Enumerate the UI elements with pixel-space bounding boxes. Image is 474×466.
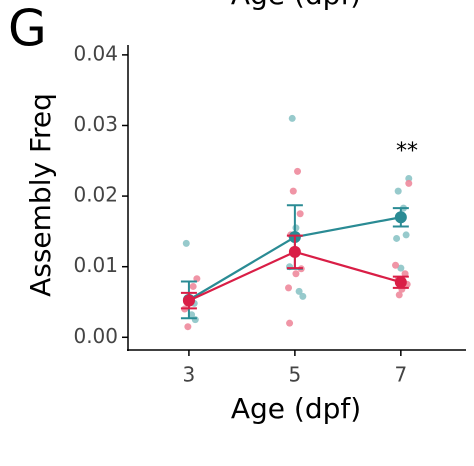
- data-point: [394, 187, 402, 195]
- data-point: [296, 210, 304, 218]
- panel-label: G: [8, 0, 47, 58]
- data-point: [285, 284, 293, 292]
- data-point: [392, 261, 400, 269]
- mean-point: [394, 276, 407, 289]
- y-tick-label: 0.03: [73, 112, 118, 136]
- x-tick-label: 3: [183, 363, 196, 387]
- data-point: [397, 264, 405, 272]
- data-point: [299, 292, 307, 300]
- y-tick-label: 0.01: [73, 253, 118, 277]
- mean-point: [288, 245, 301, 258]
- data-point: [288, 114, 296, 122]
- data-point: [401, 270, 409, 278]
- mean-point: [182, 294, 195, 307]
- x-tick-label: 5: [289, 363, 302, 387]
- data-point: [292, 224, 300, 232]
- data-point: [193, 275, 201, 283]
- data-point: [286, 319, 294, 327]
- data-point: [405, 174, 413, 182]
- data-point: [294, 167, 302, 175]
- y-tick-label: 0.04: [73, 41, 118, 65]
- data-point: [393, 234, 401, 242]
- y-tick-label: 0.02: [73, 183, 118, 207]
- x-axis-label: Age (dpf): [231, 392, 361, 425]
- data-point: [184, 323, 192, 331]
- significance: **: [396, 139, 418, 164]
- data-point: [295, 287, 303, 295]
- data-point: [191, 316, 199, 324]
- data-point: [182, 239, 190, 247]
- data-point: [189, 282, 197, 290]
- x-tick-label: 7: [394, 363, 407, 387]
- y-tick-label: 0.00: [73, 324, 118, 348]
- data-point: [289, 187, 297, 195]
- top-label: Age (dpf): [231, 0, 361, 11]
- data-point: [405, 179, 413, 187]
- mean-point: [394, 211, 407, 224]
- data-point: [395, 291, 403, 299]
- data-point: [402, 231, 410, 239]
- y-axis-label: Assembly Freq: [24, 93, 57, 297]
- data-point: [292, 270, 300, 278]
